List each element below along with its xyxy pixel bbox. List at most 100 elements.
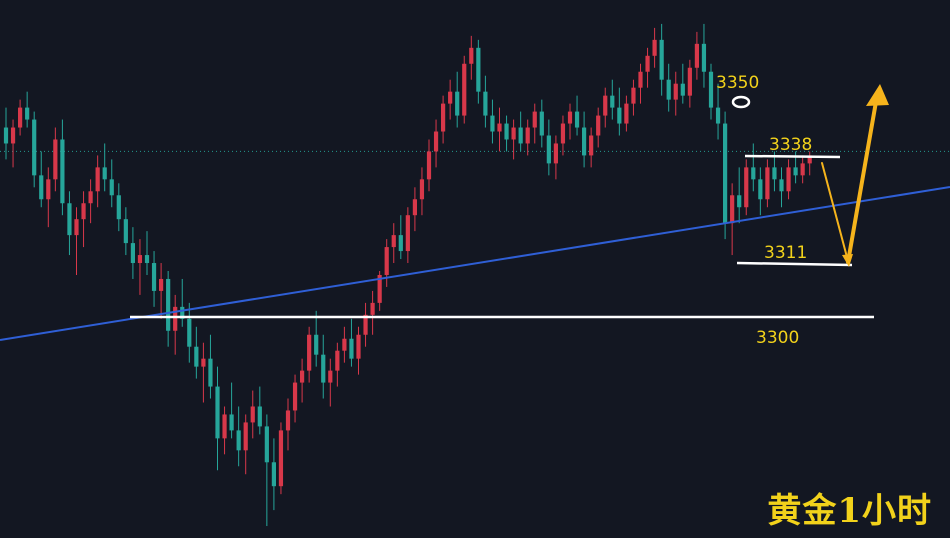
candle-body: [328, 370, 333, 383]
candle-body: [567, 111, 573, 124]
level-3338-line: [744, 154, 841, 159]
candle-body: [384, 247, 389, 275]
candle-body: [680, 83, 685, 96]
candle-body: [88, 191, 93, 204]
candle-body: [25, 107, 30, 120]
candle-body: [589, 135, 594, 156]
candle-body: [60, 139, 65, 204]
level-label-3311: 3311: [764, 243, 807, 263]
candle-body: [772, 167, 777, 180]
candle-body: [723, 123, 728, 224]
candle-body: [532, 111, 537, 128]
candle-body: [109, 179, 114, 196]
level-3350-circle: [731, 95, 751, 109]
candle-body: [708, 71, 714, 108]
candle-body: [779, 179, 784, 192]
candle-body: [130, 243, 135, 264]
candle-body: [32, 119, 37, 176]
candle-body: [18, 107, 23, 128]
candle-body: [405, 215, 410, 252]
candle-body: [356, 334, 361, 359]
candle-body: [441, 103, 446, 132]
projection-up-line: [846, 94, 879, 264]
candle-body: [229, 414, 234, 431]
candle-body: [95, 167, 100, 192]
candle-body: [490, 115, 495, 132]
candle-body: [673, 83, 678, 100]
candle-body: [546, 135, 551, 164]
candle-body: [518, 127, 523, 144]
candle-body: [751, 167, 756, 180]
candle-body: [349, 338, 354, 359]
candle-body: [603, 95, 608, 116]
candle-body: [511, 127, 516, 140]
candle-body: [151, 263, 157, 291]
candle-body: [222, 414, 227, 439]
candle-body: [271, 462, 276, 487]
level-label-3350: 3350: [716, 73, 759, 93]
candle-body: [187, 318, 192, 347]
candle-body: [553, 143, 558, 164]
candle-body: [67, 203, 72, 236]
candle-body: [448, 91, 453, 104]
candle-body: [525, 127, 530, 144]
candle-body: [497, 123, 502, 132]
candle-body: [715, 107, 721, 124]
candle-body: [701, 43, 707, 72]
candle-body: [81, 203, 86, 220]
candle-body: [638, 71, 643, 88]
candle-body: [398, 235, 403, 252]
candle-body: [159, 278, 164, 291]
candle-body: [102, 167, 107, 180]
candle-body: [455, 91, 460, 116]
candle-body: [307, 334, 312, 371]
candle-body: [46, 179, 51, 200]
trendline: [0, 186, 950, 341]
candle-body: [166, 278, 171, 331]
candle-body: [137, 255, 143, 264]
candle-body: [807, 155, 812, 164]
candle-body: [744, 167, 749, 208]
candle-body: [215, 386, 220, 439]
candle-body: [278, 430, 284, 487]
candle-body: [659, 39, 664, 80]
candle-body: [617, 107, 622, 124]
level-label-3300: 3300: [756, 328, 799, 348]
candle-body: [264, 426, 269, 463]
candle-body: [539, 111, 544, 136]
candle-body: [610, 95, 615, 108]
candle-body: [419, 179, 425, 200]
candle-body: [236, 430, 241, 451]
candle-body: [793, 167, 798, 176]
candle-body: [116, 195, 121, 220]
level-label-3338: 3338: [769, 135, 812, 155]
projection-down-line: [821, 162, 849, 262]
candle-body: [173, 306, 178, 331]
candle-body: [10, 127, 16, 144]
candle-body: [243, 422, 248, 451]
candle-body: [666, 79, 671, 100]
candle-body: [250, 406, 255, 423]
candle-body: [144, 255, 150, 264]
candle-body: [194, 346, 199, 367]
candle-body: [314, 334, 319, 355]
candle-body: [363, 314, 368, 335]
candle-body: [730, 195, 735, 224]
candle-body: [180, 306, 185, 319]
candle-body: [560, 123, 566, 144]
candle-body: [786, 167, 791, 192]
candle-body: [765, 167, 770, 200]
projection-up-arrowhead: [866, 84, 889, 106]
candle-body: [504, 123, 509, 140]
candle-body: [469, 47, 474, 64]
candle-body: [758, 179, 763, 200]
candle-body: [687, 67, 692, 96]
level-3311-line: [736, 261, 853, 267]
candle-body: [123, 219, 128, 244]
candle-body: [292, 382, 298, 411]
chart-caption: 黄金1小时: [767, 491, 932, 531]
candle-body: [201, 358, 206, 367]
candle-body: [582, 127, 587, 156]
